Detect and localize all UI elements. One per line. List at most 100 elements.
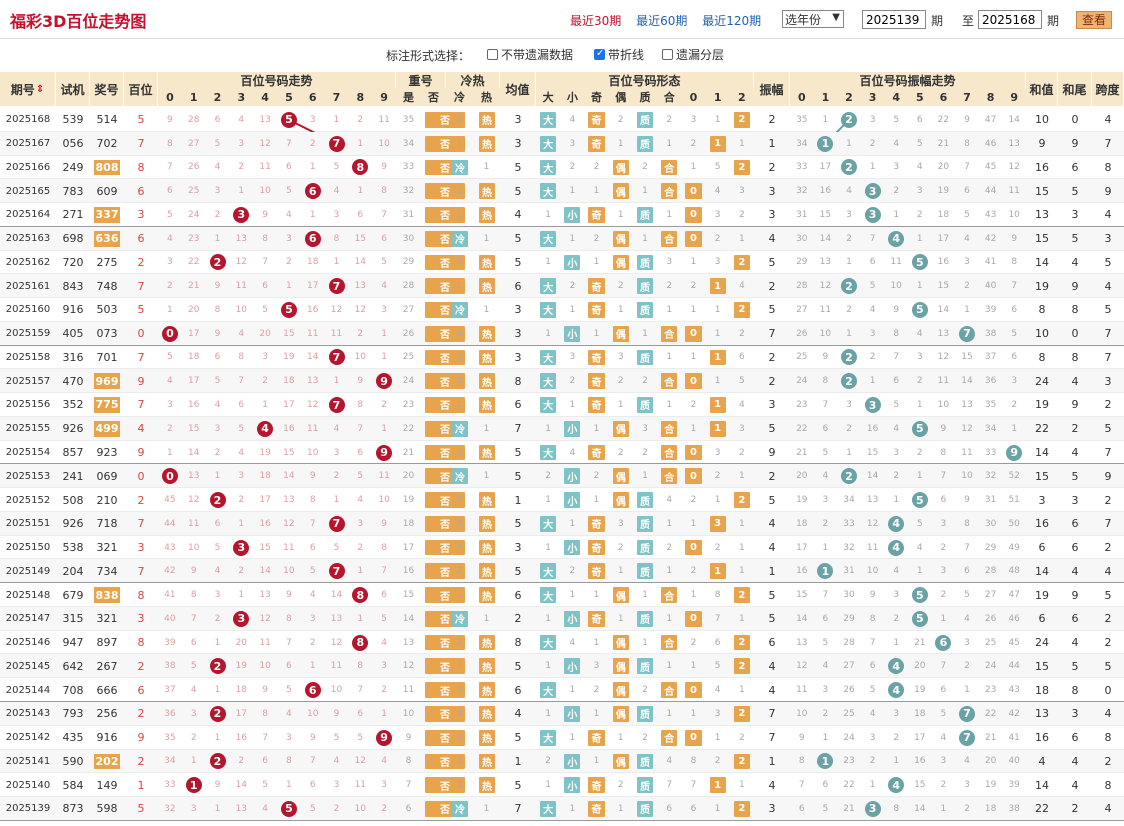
row-span: 2 <box>1104 493 1112 507</box>
amp-miss-value: 5 <box>1011 328 1018 339</box>
row-span: 7 <box>1104 137 1112 151</box>
amp-miss-value: 48 <box>1008 566 1020 577</box>
amp-miss-value: 14 <box>914 803 926 814</box>
row-sum: 15 <box>1035 232 1049 246</box>
row-amp: 1 <box>768 754 776 768</box>
amp-miss-value: 11 <box>937 376 950 387</box>
coldhot-miss: 4 <box>456 518 463 529</box>
hundreds-ball: 0 <box>161 468 178 485</box>
row-hundreds: 3 <box>137 208 145 222</box>
miss-value: 13 <box>354 281 367 292</box>
form-miss: 1 <box>690 352 697 363</box>
row-amp: 2 <box>768 350 776 364</box>
header-amp-trend: 百位号码振幅走势 <box>790 72 1026 88</box>
row-avg: 3 <box>514 327 522 341</box>
form-tag: 0 <box>685 444 702 461</box>
form-miss: 1 <box>666 518 673 529</box>
miss-value: 2 <box>357 114 364 125</box>
from-period-input[interactable] <box>862 10 926 29</box>
form-miss: 1 <box>739 518 745 529</box>
period-30-link[interactable]: 最近30期 <box>570 14 622 28</box>
amp-miss-value: 3 <box>893 590 900 601</box>
form-tag: 大 <box>540 278 557 295</box>
miss-value: 1 <box>214 803 221 814</box>
header-amp-digit: 3 <box>860 88 885 106</box>
header-amp-digit: 0 <box>790 88 814 106</box>
miss-value: 8 <box>333 233 340 244</box>
option-polyline[interactable]: 带折线 <box>594 46 644 63</box>
view-button[interactable]: 查看 <box>1076 11 1112 29</box>
row-span: 2 <box>1104 612 1112 626</box>
form-miss: 1 <box>690 708 697 719</box>
miss-value: 14 <box>235 780 248 791</box>
form-miss: 1 <box>739 233 745 244</box>
repeat-miss: 14 <box>402 613 415 624</box>
miss-value: 4 <box>262 803 268 814</box>
period-60-link[interactable]: 最近60期 <box>636 14 688 28</box>
form-tag: 2 <box>733 801 750 817</box>
miss-value: 9 <box>357 376 364 387</box>
form-miss: 3 <box>714 257 721 268</box>
miss-value: 9 <box>214 780 221 791</box>
year-select-value: 选年份 <box>785 13 822 27</box>
row-span: 7 <box>1104 517 1112 531</box>
form-miss: 1 <box>545 542 551 553</box>
amp-miss-value: 40 <box>1008 756 1020 767</box>
amp-miss-value: 16 <box>866 423 879 434</box>
hot-tag: 热 <box>479 325 495 342</box>
miss-value: 3 <box>214 590 221 601</box>
form-miss: 1 <box>569 685 576 696</box>
row-tail: 4 <box>1071 564 1079 578</box>
checkbox[interactable] <box>662 49 673 60</box>
miss-value: 13 <box>187 471 200 482</box>
form-miss: 2 <box>739 447 745 458</box>
form-miss: 5 <box>739 376 745 387</box>
form-miss: 6 <box>714 637 721 648</box>
amp-miss-value: 26 <box>843 685 855 696</box>
amp-miss-value: 11 <box>890 257 902 268</box>
amp-miss-value: 12 <box>961 423 973 434</box>
row-tail: 4 <box>1071 446 1079 459</box>
miss-value: 10 <box>187 542 200 553</box>
amp-miss-value: 15 <box>937 281 950 292</box>
year-select[interactable]: 选年份 ▼ <box>782 10 844 28</box>
amp-miss-value: 8 <box>964 138 970 149</box>
amp-miss-value: 49 <box>1008 542 1020 553</box>
row-sum: 14 <box>1035 446 1049 459</box>
hundreds-ball: 1 <box>185 777 202 794</box>
amp-miss-value: 9 <box>822 352 829 363</box>
miss-value: 3 <box>309 114 316 125</box>
sort-arrows-icon[interactable]: ⇕ <box>35 83 45 95</box>
row-trial: 698 <box>62 232 84 246</box>
form-miss: 4 <box>739 281 745 292</box>
row-sum: 15 <box>1035 469 1049 483</box>
miss-value: 9 <box>333 708 340 719</box>
period-120-link[interactable]: 最近120期 <box>702 14 762 28</box>
amp-miss-value: 46 <box>1008 613 1020 624</box>
miss-value: 8 <box>190 590 197 601</box>
option-no-miss[interactable]: 不带遗漏数据 <box>487 46 573 63</box>
miss-value: 2 <box>309 637 316 648</box>
checkbox-checked[interactable] <box>594 48 605 60</box>
repeat-miss: 6 <box>405 803 412 814</box>
header-period[interactable]: 期号 ⇕ <box>0 72 56 106</box>
form-miss: 1 <box>690 257 697 268</box>
checkbox[interactable] <box>487 49 498 60</box>
row-sum: 24 <box>1035 636 1049 650</box>
form-miss: 1 <box>690 518 697 529</box>
row-sum: 19 <box>1035 588 1049 602</box>
form-miss: 1 <box>739 780 745 791</box>
miss-value: 7 <box>167 162 173 173</box>
form-miss: 2 <box>690 138 697 149</box>
amp-ball: 2 <box>841 373 857 390</box>
to-period-input[interactable] <box>978 10 1042 29</box>
row-prize: 275 <box>96 255 118 269</box>
header-trend-digit: 1 <box>181 88 206 106</box>
form-miss: 1 <box>545 708 551 719</box>
amp-miss-value: 30 <box>984 518 997 529</box>
row-hundreds: 6 <box>137 232 145 246</box>
option-miss-layer[interactable]: 遗漏分层 <box>662 46 724 63</box>
coldhot-miss: 1 <box>456 661 463 672</box>
row-sum: 6 <box>1038 541 1046 555</box>
amp-miss-value: 8 <box>893 328 900 339</box>
